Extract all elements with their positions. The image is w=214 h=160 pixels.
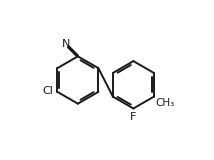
Text: F: F xyxy=(130,112,137,122)
Text: Cl: Cl xyxy=(43,86,53,96)
Text: CH₃: CH₃ xyxy=(156,98,175,108)
Text: N: N xyxy=(61,39,70,49)
